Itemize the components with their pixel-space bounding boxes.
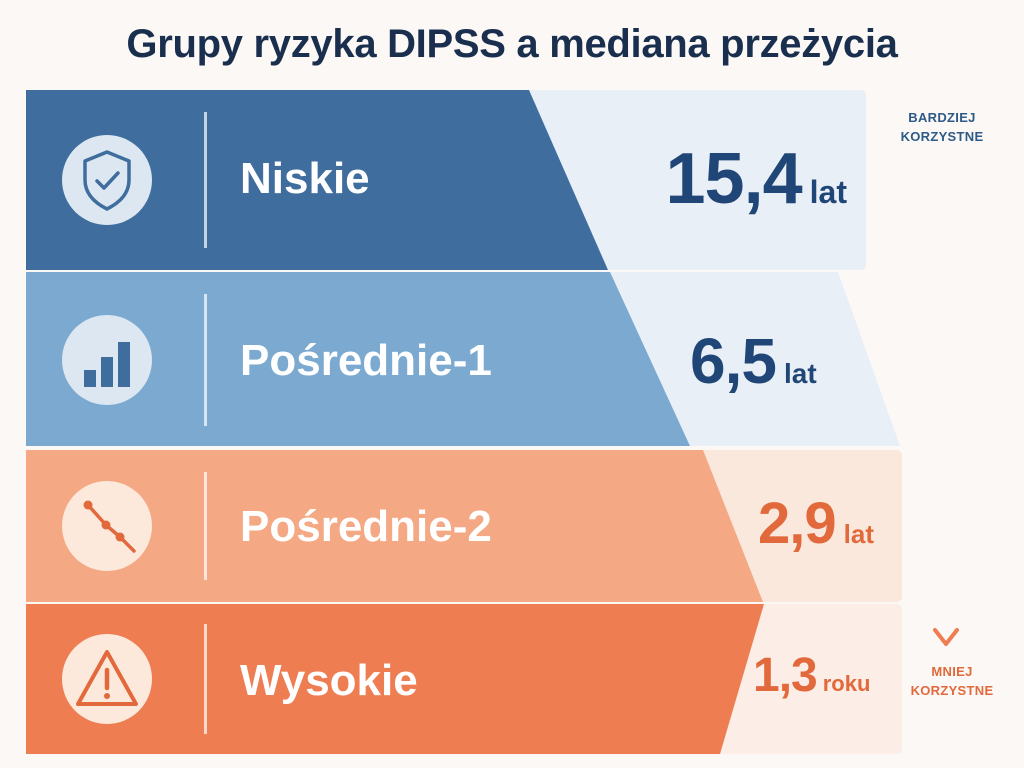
risk-row-intermediate-2-background <box>26 450 902 602</box>
risk-row-high-background <box>26 604 902 754</box>
warning-triangle-icon <box>76 650 138 706</box>
median-survival-value: 6,5 lat <box>690 324 817 398</box>
risk-group-label: Wysokie <box>240 656 418 705</box>
icon-circle <box>62 315 152 405</box>
median-value: 1,3 <box>753 649 818 702</box>
median-unit: lat <box>843 519 874 549</box>
shield-check-icon <box>83 150 131 211</box>
risk-row-intermediate-1-background <box>26 272 900 446</box>
bar-chart-icon <box>84 342 130 387</box>
divider <box>204 624 207 734</box>
median-unit: lat <box>809 174 847 210</box>
median-value: 2,9 <box>758 491 837 556</box>
median-value: 15,4 <box>665 139 803 219</box>
median-survival-value: 2,9 lat <box>758 490 874 557</box>
risk-group-label: Pośrednie-1 <box>240 336 492 385</box>
risk-row-high: Wysokie 1,3 roku <box>26 604 908 754</box>
median-unit: roku <box>822 671 871 696</box>
scale-label-top: BARDZIEJ KORZYSTNE <box>900 110 984 144</box>
icon-circle <box>62 135 152 225</box>
scale-label-bottom: MNIEJ KORZYSTNE <box>910 664 994 698</box>
icon-circle <box>62 634 152 724</box>
risk-row-low: Niskie 15,4 lat <box>26 90 871 270</box>
risk-row-low-background <box>26 90 866 270</box>
icon-circle <box>62 481 152 571</box>
risk-row-intermediate-1: Pośrednie-1 6,5 lat <box>26 272 906 448</box>
divider <box>204 472 207 580</box>
declining-line-icon <box>83 500 136 553</box>
risk-row-intermediate-2: Pośrednie-2 2,9 lat <box>26 450 906 602</box>
median-unit: lat <box>783 358 817 389</box>
page-title: Grupy ryzyka DIPSS a mediana przeżycia <box>126 22 898 66</box>
divider <box>204 294 207 426</box>
median-value: 6,5 <box>690 325 777 397</box>
divider <box>204 112 207 248</box>
median-survival-value: 1,3 roku <box>753 648 870 703</box>
median-survival-value: 15,4 lat <box>666 138 847 220</box>
risk-group-label: Pośrednie-2 <box>240 502 492 551</box>
favorability-arrow-icon <box>933 164 959 646</box>
risk-group-label: Niskie <box>240 154 370 203</box>
